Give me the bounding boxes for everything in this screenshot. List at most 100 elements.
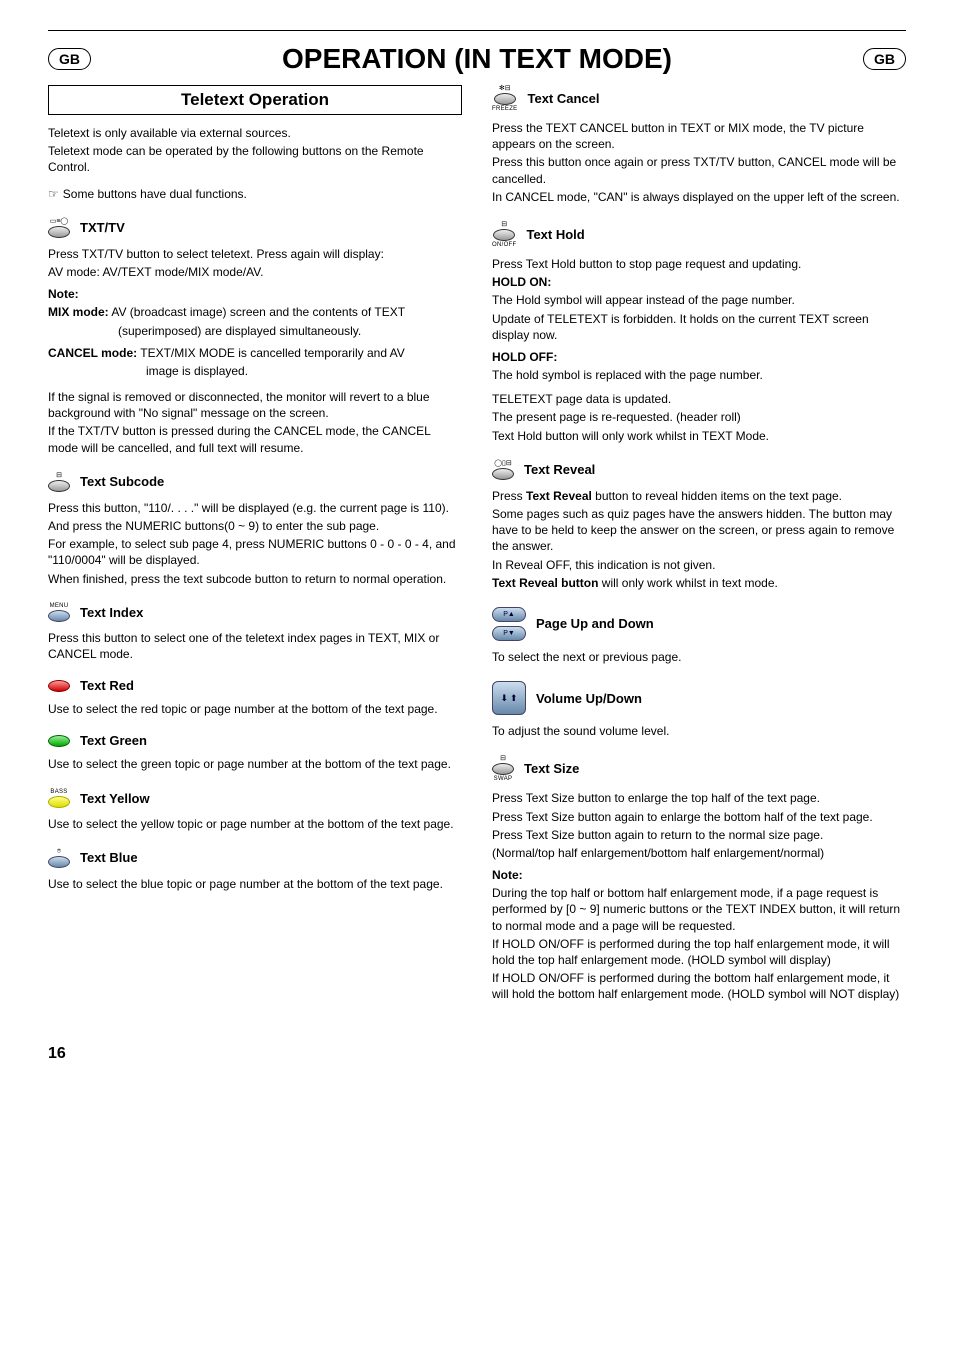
cancel-text: Press this button once again or press TX… <box>492 154 906 186</box>
yellow-button-icon: BASS <box>48 789 70 808</box>
pageupdown-label: Page Up and Down <box>536 616 654 631</box>
index-button-icon: MENU <box>48 603 70 622</box>
size-text: Press Text Size button again to enlarge … <box>492 809 906 825</box>
cancel-text: Press the TEXT CANCEL button in TEXT or … <box>492 120 906 152</box>
holdon-text: Update of TELETEXT is forbidden. It hold… <box>492 311 906 343</box>
cancel-mode-line: CANCEL mode: TEXT/MIX MODE is cancelled … <box>48 345 462 361</box>
cancel-symbol: ✻⊟ <box>499 85 511 92</box>
hold-text: Press Text Hold button to stop page requ… <box>492 256 906 272</box>
intro-note: ☞ Some buttons have dual functions. <box>48 186 462 202</box>
content-columns: Teletext Operation Teletext is only avai… <box>48 85 906 1005</box>
blue-label: Text Blue <box>80 850 138 865</box>
cancel-button-icon: ✻⊟ FREEZE <box>492 85 517 112</box>
txttv-notes: If the signal is removed or disconnected… <box>48 389 462 456</box>
size-label: Text Size <box>524 761 579 776</box>
onoff-label: ON/OFF <box>492 242 516 248</box>
txttv-label: TXT/TV <box>80 220 125 235</box>
swap-label: SWAP <box>494 776 513 782</box>
yellow-text: Use to select the yellow topic or page n… <box>48 816 462 832</box>
holdon-label: HOLD ON: <box>492 274 906 290</box>
reveal-text: Text Reveal button will only work whilst… <box>492 575 906 591</box>
size-symbol: ⊟ <box>500 755 506 762</box>
holdon-text: The Hold symbol will appear instead of t… <box>492 292 906 308</box>
freeze-label: FREEZE <box>492 106 517 112</box>
reveal-text: In Reveal OFF, this indication is not gi… <box>492 557 906 573</box>
cancel-text: In CANCEL mode, "CAN" is always displaye… <box>492 189 906 205</box>
mix-mode-line: MIX mode: AV (broadcast image) screen an… <box>48 304 462 320</box>
blue-button-icon: ⌾ <box>48 848 70 868</box>
hold-button-icon: ⊟ ON/OFF <box>492 221 516 248</box>
note-label: Note: <box>48 286 462 302</box>
reveal-text: Press Text Reveal button to reveal hidde… <box>492 488 906 504</box>
txttv-note: If the TXT/TV button is pressed during t… <box>48 423 462 455</box>
size-note: During the top half or bottom half enlar… <box>492 885 906 934</box>
top-rule <box>48 30 906 31</box>
gb-badge-right: GB <box>863 48 906 70</box>
right-column: ✻⊟ FREEZE Text Cancel Press the TEXT CAN… <box>492 85 906 1005</box>
txttv-button-icon: ▭≡◯ <box>48 218 70 238</box>
hold-label: Text Hold <box>526 227 584 242</box>
reveal-text: Some pages such as quiz pages have the a… <box>492 506 906 555</box>
bass-label: BASS <box>50 789 67 795</box>
cancel-label: CANCEL mode: <box>48 346 137 360</box>
reveal-label: Text Reveal <box>524 462 595 477</box>
volume-text: To adjust the sound volume level. <box>492 723 906 739</box>
hold-symbol: ⊟ <box>501 221 507 228</box>
cancel-mode-line2: image is displayed. <box>48 363 462 379</box>
cancel-label: Text Cancel <box>527 91 599 106</box>
red-label: Text Red <box>80 678 134 693</box>
index-text: Press this button to select one of the t… <box>48 630 462 662</box>
intro-block: Teletext is only available via external … <box>48 125 462 176</box>
red-button-icon <box>48 680 70 692</box>
volume-heading: ⬇ ⬆ Volume Up/Down <box>492 681 906 715</box>
volume-label: Volume Up/Down <box>536 691 642 706</box>
pageup-icon: P▲ <box>492 607 526 622</box>
subcode-label: Text Subcode <box>80 474 164 489</box>
intro-note-text: Some buttons have dual functions. <box>63 187 247 201</box>
blue-symbol: ⌾ <box>57 848 61 855</box>
hold-extra: TELETEXT page data is updated. The prese… <box>492 391 906 444</box>
green-heading: Text Green <box>48 733 462 748</box>
txttv-heading: ▭≡◯ TXT/TV <box>48 218 462 238</box>
txttv-text: Press TXT/TV button to select teletext. … <box>48 246 462 262</box>
holdoff-text: The hold symbol is replaced with the pag… <box>492 367 906 383</box>
hold-text: TELETEXT page data is updated. <box>492 391 906 407</box>
yellow-label: Text Yellow <box>80 791 150 806</box>
size-text: (Normal/top half enlargement/bottom half… <box>492 845 906 861</box>
txttv-symbol: ▭≡◯ <box>50 218 69 225</box>
size-text: Press Text Size button again to return t… <box>492 827 906 843</box>
cancel-heading: ✻⊟ FREEZE Text Cancel <box>492 85 906 112</box>
teletext-operation-heading: Teletext Operation <box>48 85 462 115</box>
pageupdown-text: To select the next or previous page. <box>492 649 906 665</box>
page-title: OPERATION (IN TEXT MODE) <box>91 43 863 75</box>
hold-heading: ⊟ ON/OFF Text Hold <box>492 221 906 248</box>
intro-line: Teletext is only available via external … <box>48 125 462 141</box>
red-heading: Text Red <box>48 678 462 693</box>
intro-line: Teletext mode can be operated by the fol… <box>48 143 462 175</box>
blue-text: Use to select the blue topic or page num… <box>48 876 462 892</box>
subcode-text: For example, to select sub page 4, press… <box>48 536 462 568</box>
size-note: If HOLD ON/OFF is performed during the b… <box>492 970 906 1002</box>
subcode-heading: ⊟ Text Subcode <box>48 472 462 492</box>
mix-label: MIX mode: <box>48 305 109 319</box>
pageupdown-heading: P▲ P▼ Page Up and Down <box>492 607 906 641</box>
mix-text: AV (broadcast image) screen and the cont… <box>111 305 405 319</box>
subcode-text: When finished, press the text subcode bu… <box>48 571 462 587</box>
volup-icon: ⬆ <box>510 695 518 702</box>
txttv-note: If the signal is removed or disconnected… <box>48 389 462 421</box>
voldown-icon: ⬇ <box>500 695 508 702</box>
page-number: 16 <box>48 1045 906 1063</box>
green-button-icon <box>48 735 70 747</box>
index-heading: MENU Text Index <box>48 603 462 622</box>
size-button-icon: ⊟ SWAP <box>492 755 514 782</box>
hold-text: The present page is re-requested. (heade… <box>492 409 906 425</box>
subcode-text: Press this button, "110/. . . ." will be… <box>48 500 462 516</box>
pagedown-icon: P▼ <box>492 626 526 641</box>
hand-icon: ☞ <box>48 187 59 201</box>
txttv-text: AV mode: AV/TEXT mode/MIX mode/AV. <box>48 264 462 280</box>
volume-button-icon: ⬇ ⬆ <box>492 681 526 715</box>
cancel-text: TEXT/MIX MODE is cancelled temporarily a… <box>140 346 405 360</box>
green-label: Text Green <box>80 733 147 748</box>
left-column: Teletext Operation Teletext is only avai… <box>48 85 462 1005</box>
page-header: GB OPERATION (IN TEXT MODE) GB <box>48 43 906 75</box>
